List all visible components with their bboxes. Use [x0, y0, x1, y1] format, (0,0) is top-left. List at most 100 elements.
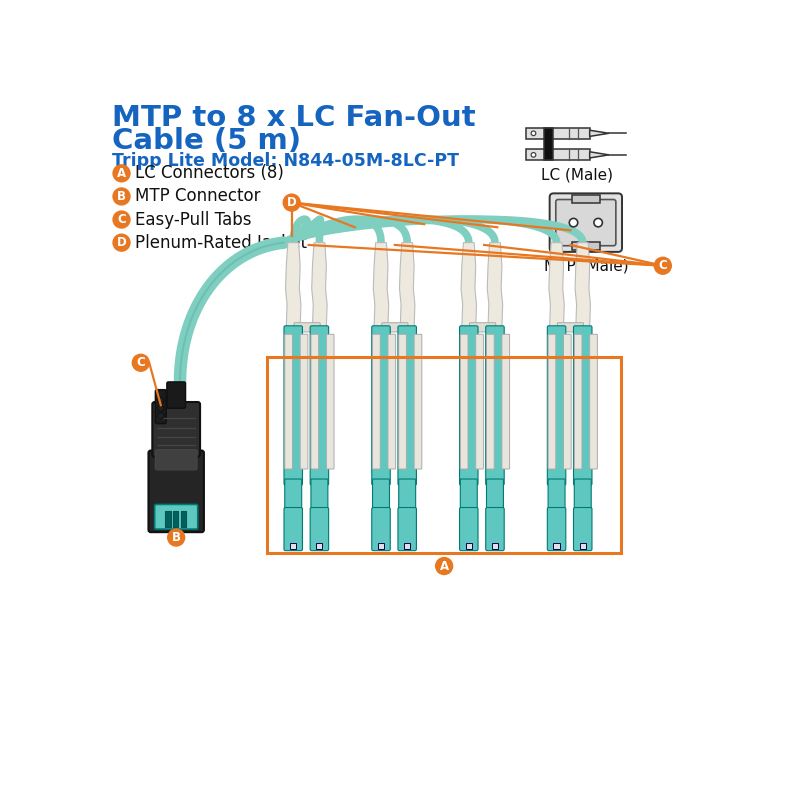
Text: LC Connectors (8): LC Connectors (8) — [134, 164, 284, 182]
Text: Cable (5 m): Cable (5 m) — [112, 127, 302, 155]
Circle shape — [167, 529, 185, 546]
FancyBboxPatch shape — [574, 479, 591, 511]
FancyBboxPatch shape — [173, 511, 179, 527]
Circle shape — [435, 558, 453, 574]
FancyBboxPatch shape — [372, 325, 390, 485]
FancyBboxPatch shape — [284, 325, 303, 485]
FancyBboxPatch shape — [526, 149, 547, 160]
FancyBboxPatch shape — [574, 507, 592, 551]
FancyBboxPatch shape — [300, 334, 308, 469]
Text: LC (Male): LC (Male) — [540, 167, 612, 182]
FancyBboxPatch shape — [294, 323, 320, 332]
Circle shape — [594, 218, 603, 227]
FancyBboxPatch shape — [398, 325, 416, 485]
Text: D: D — [117, 236, 126, 249]
FancyBboxPatch shape — [399, 479, 416, 511]
FancyBboxPatch shape — [284, 479, 302, 511]
FancyBboxPatch shape — [574, 325, 592, 485]
FancyBboxPatch shape — [563, 334, 571, 469]
FancyBboxPatch shape — [460, 507, 478, 551]
Text: A: A — [117, 167, 126, 180]
Circle shape — [284, 194, 300, 211]
Polygon shape — [549, 243, 564, 327]
Polygon shape — [589, 152, 609, 158]
FancyBboxPatch shape — [487, 479, 503, 511]
FancyBboxPatch shape — [167, 382, 186, 408]
FancyBboxPatch shape — [311, 479, 328, 511]
FancyBboxPatch shape — [460, 325, 478, 485]
Polygon shape — [312, 243, 327, 327]
FancyBboxPatch shape — [388, 334, 396, 469]
FancyBboxPatch shape — [486, 325, 504, 485]
Polygon shape — [374, 243, 389, 327]
Text: C: C — [117, 213, 126, 226]
FancyBboxPatch shape — [284, 334, 292, 469]
Circle shape — [158, 405, 164, 412]
FancyBboxPatch shape — [544, 128, 554, 160]
FancyBboxPatch shape — [547, 149, 589, 160]
Circle shape — [113, 234, 130, 251]
FancyBboxPatch shape — [547, 507, 566, 551]
FancyBboxPatch shape — [547, 128, 589, 139]
Text: A: A — [439, 559, 449, 573]
FancyBboxPatch shape — [414, 334, 422, 469]
FancyBboxPatch shape — [399, 334, 406, 469]
Polygon shape — [461, 243, 476, 327]
FancyBboxPatch shape — [373, 479, 389, 511]
Polygon shape — [400, 243, 415, 327]
FancyBboxPatch shape — [554, 543, 559, 549]
FancyBboxPatch shape — [550, 194, 622, 252]
FancyBboxPatch shape — [310, 325, 329, 485]
FancyBboxPatch shape — [310, 507, 329, 551]
FancyBboxPatch shape — [398, 507, 416, 551]
Circle shape — [570, 218, 577, 227]
Circle shape — [531, 152, 536, 157]
Text: D: D — [287, 196, 296, 209]
Text: MTP (Male): MTP (Male) — [544, 258, 628, 273]
FancyBboxPatch shape — [556, 200, 616, 246]
Circle shape — [113, 211, 130, 228]
Circle shape — [158, 397, 164, 404]
Circle shape — [531, 131, 536, 136]
FancyBboxPatch shape — [572, 195, 600, 203]
Text: B: B — [171, 531, 181, 544]
FancyBboxPatch shape — [461, 479, 477, 511]
FancyBboxPatch shape — [372, 507, 390, 551]
Circle shape — [113, 165, 130, 182]
FancyBboxPatch shape — [580, 543, 586, 549]
Text: C: C — [658, 259, 668, 273]
FancyBboxPatch shape — [572, 242, 600, 250]
FancyBboxPatch shape — [548, 479, 565, 511]
FancyBboxPatch shape — [469, 323, 496, 332]
FancyBboxPatch shape — [152, 402, 200, 457]
FancyBboxPatch shape — [181, 511, 186, 527]
FancyBboxPatch shape — [466, 543, 472, 549]
FancyBboxPatch shape — [492, 543, 498, 549]
FancyBboxPatch shape — [589, 334, 597, 469]
FancyBboxPatch shape — [547, 325, 566, 485]
Circle shape — [132, 354, 149, 371]
Text: MTP Connector: MTP Connector — [134, 187, 260, 205]
FancyBboxPatch shape — [476, 334, 483, 469]
Circle shape — [654, 258, 672, 274]
FancyBboxPatch shape — [557, 323, 584, 332]
FancyBboxPatch shape — [502, 334, 510, 469]
FancyBboxPatch shape — [526, 128, 547, 139]
Text: Plenum-Rated Jacket: Plenum-Rated Jacket — [134, 234, 307, 252]
Circle shape — [158, 413, 164, 419]
FancyBboxPatch shape — [149, 450, 204, 532]
Text: Easy-Pull Tabs: Easy-Pull Tabs — [134, 211, 251, 228]
FancyBboxPatch shape — [487, 334, 495, 469]
FancyBboxPatch shape — [155, 505, 198, 529]
Text: MTP to 8 x LC Fan-Out: MTP to 8 x LC Fan-Out — [112, 104, 476, 132]
FancyBboxPatch shape — [574, 334, 582, 469]
FancyBboxPatch shape — [156, 450, 197, 470]
FancyBboxPatch shape — [486, 507, 504, 551]
Polygon shape — [487, 243, 502, 327]
Polygon shape — [589, 130, 609, 137]
Text: C: C — [137, 356, 145, 369]
FancyBboxPatch shape — [284, 507, 303, 551]
FancyBboxPatch shape — [311, 334, 318, 469]
FancyBboxPatch shape — [373, 334, 380, 469]
FancyBboxPatch shape — [548, 334, 556, 469]
